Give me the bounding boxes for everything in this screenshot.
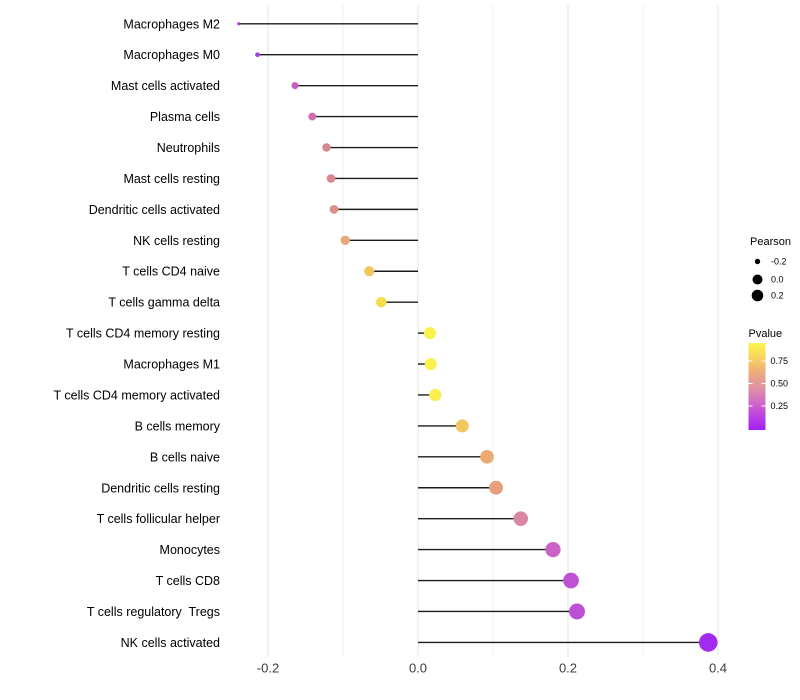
x-axis-labels: -0.2 0.0 0.2 0.4 — [257, 661, 727, 676]
y-axis-label: NK cells resting — [133, 234, 220, 248]
y-axis-label: Macrophages M2 — [123, 17, 220, 31]
lollipop-point — [545, 541, 561, 558]
x-axis-tick-label: -0.2 — [257, 661, 279, 676]
lollipop-point — [480, 449, 494, 464]
y-axis-label: Macrophages M0 — [123, 48, 220, 62]
lollipop-point — [255, 52, 260, 58]
legend-size-dot-small — [754, 258, 761, 265]
legend-size-dot-medium — [752, 274, 763, 285]
y-axis-label: T cells CD4 naive — [122, 265, 220, 279]
lollipop-point — [291, 82, 299, 90]
y-axis-labels: Macrophages M2 Macrophages M0 Mast cells a… — [54, 17, 221, 650]
lollipop-point — [563, 572, 579, 589]
y-axis-label: Monocytes — [160, 543, 220, 557]
legend-color-tick-075: 0.75 — [771, 356, 789, 366]
y-axis-label: B cells memory — [135, 419, 221, 433]
x-axis-tick-label: 0.2 — [559, 661, 577, 676]
lollipop-point — [429, 388, 442, 402]
legend-color-tick-050: 0.50 — [771, 379, 789, 389]
pvalue-colorbar-ticks — [748, 360, 766, 407]
legend-size-pearson: Pearson -0.2 0.0 0.2 — [750, 236, 791, 302]
lollipop-points — [237, 22, 718, 652]
y-axis-label: Dendritic cells activated — [89, 203, 220, 217]
lollipop-point — [237, 22, 241, 26]
y-axis-label: NK cells activated — [121, 636, 220, 650]
lollipop-point — [308, 112, 317, 121]
y-axis-label: Neutrophils — [157, 141, 220, 155]
lollipop-point — [455, 419, 469, 433]
lollipop-point — [322, 143, 331, 152]
y-axis-label: T cells gamma delta — [108, 296, 220, 310]
legend-color-title: Pvalue — [749, 328, 783, 340]
x-axis-tick-label: 0.0 — [409, 661, 427, 676]
y-axis-label: B cells naive — [150, 450, 220, 464]
legend-size-title: Pearson — [750, 236, 791, 248]
lollipop-point — [340, 235, 350, 245]
y-axis-label: T cells CD4 memory resting — [66, 327, 220, 341]
y-axis-label: Mast cells resting — [123, 172, 220, 186]
legend-size-dot-large — [751, 289, 764, 302]
legend-color-tick-025: 0.25 — [771, 401, 789, 411]
y-axis-label: T cells regulatory Tregs — [87, 605, 220, 619]
y-axis-label: Plasma cells — [150, 110, 220, 124]
lollipop-point — [513, 511, 529, 526]
pvalue-colorbar — [748, 343, 766, 430]
legend-color-pvalue: Pvalue 0.75 0.50 0.25 — [748, 328, 789, 430]
legend-size-label-2: 0.0 — [771, 275, 784, 285]
lollipop-point — [489, 480, 503, 495]
x-axis-tick-label: 0.4 — [709, 661, 727, 676]
y-axis-label: T cells follicular helper — [97, 512, 220, 526]
y-axis-label: Macrophages M1 — [123, 358, 220, 372]
lollipop-point — [698, 633, 718, 652]
y-axis-label: Dendritic cells resting — [101, 481, 220, 495]
y-axis-label: T cells CD8 — [156, 574, 220, 588]
legend-size-label-1: -0.2 — [771, 257, 787, 267]
lollipop-point — [424, 357, 437, 371]
lollipop-stems — [238, 23, 709, 644]
lollipop-point — [375, 296, 387, 308]
lollipop-point — [329, 204, 339, 214]
y-axis-label: T cells CD4 memory activated — [54, 388, 221, 402]
panel-gridlines — [267, 5, 719, 657]
lollipop-point — [423, 327, 437, 340]
lollipop-point — [569, 603, 585, 620]
y-axis-label: Mast cells activated — [111, 79, 220, 93]
legend-size-label-3: 0.2 — [771, 291, 784, 301]
lollipop-point — [326, 174, 336, 183]
lollipop-point — [364, 266, 375, 277]
